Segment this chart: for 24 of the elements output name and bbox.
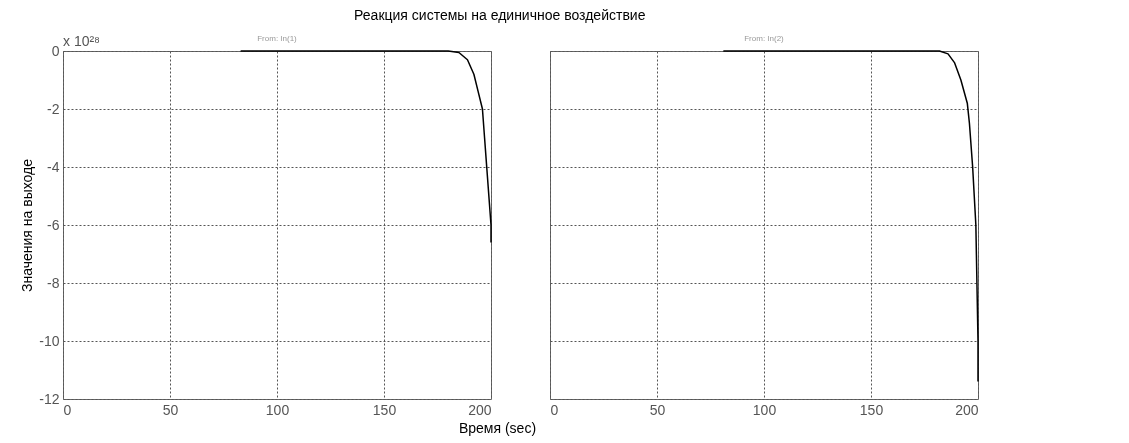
x-tick-label: 50 [162, 401, 179, 418]
x-tick-label: 100 [752, 401, 777, 418]
y-tick-label: -2 [47, 100, 60, 117]
y-tick-label: -10 [39, 332, 60, 349]
chart-subtitle: From: In(2) [744, 34, 785, 43]
line-series [239, 50, 492, 244]
x-tick-label: 200 [955, 401, 979, 418]
x-tick-label: 100 [265, 401, 290, 418]
chart-subtitle: From: In(1) [257, 34, 298, 43]
x-tick-label: 200 [468, 401, 492, 418]
y-tick-label: -12 [39, 390, 60, 407]
y-tick-label: -8 [47, 274, 60, 291]
y-tick-label: 0 [51, 42, 60, 59]
y-axis-title: Значения на выходе [19, 158, 36, 292]
x-tick-label: 50 [649, 401, 666, 418]
text: x 10²⁸ [63, 33, 101, 49]
chart-title: Реакция системы на единичное воздействие [354, 6, 646, 23]
x-axis-title: Время (sec) [458, 419, 537, 436]
x-tick-label: 0 [63, 401, 72, 418]
x-tick-label: 150 [372, 401, 397, 418]
x-tick-label: 150 [859, 401, 884, 418]
x-tick-label: 0 [550, 401, 559, 418]
y-tick-label: -6 [47, 216, 60, 233]
y-tick-label: -4 [47, 158, 60, 175]
